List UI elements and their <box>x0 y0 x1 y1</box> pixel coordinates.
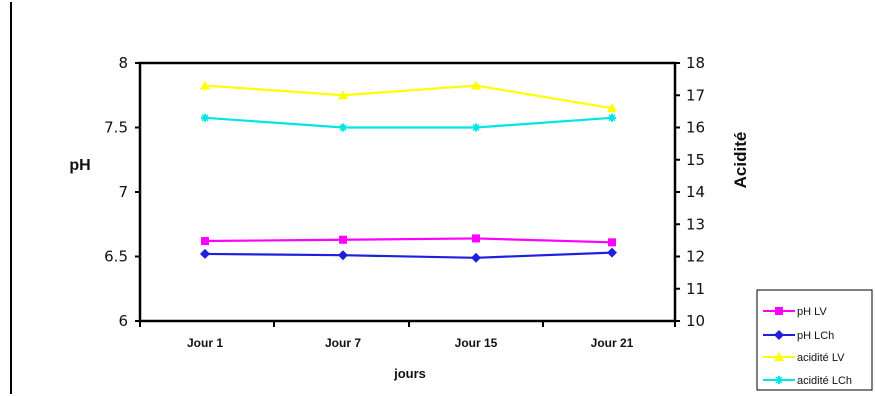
series-line <box>204 116 613 129</box>
series-layer <box>200 80 617 263</box>
legend-label: acidité LCh <box>797 375 852 387</box>
right-tick-label: 18 <box>686 54 705 72</box>
series-line <box>204 237 613 244</box>
legend-swatch-marker <box>774 352 784 361</box>
left-tick-label: 7 <box>118 183 128 201</box>
data-point <box>201 113 209 122</box>
right-tick-label: 13 <box>686 215 705 233</box>
left-tick-label: 6.5 <box>104 248 128 266</box>
x-tick-label: Jour 15 <box>455 336 498 350</box>
legend-box <box>756 289 873 391</box>
data-point <box>201 237 209 246</box>
legend-swatch-marker <box>775 376 783 384</box>
legend-item: acidité LCh <box>763 375 852 387</box>
plot-area <box>138 61 677 323</box>
left-tick-label: 8 <box>118 54 128 72</box>
data-point <box>471 252 481 263</box>
data-point <box>608 113 616 122</box>
data-point <box>608 238 616 247</box>
data-point <box>339 123 347 132</box>
x-axis-title: jours <box>393 366 426 381</box>
data-point <box>471 80 481 90</box>
data-point <box>200 248 210 259</box>
data-point <box>607 247 617 258</box>
right-tick-label: 17 <box>686 86 705 104</box>
left-axis: 6 6.5 7 7.5 8 <box>104 54 140 330</box>
data-point <box>339 235 347 244</box>
data-point <box>338 250 348 261</box>
series-line <box>204 251 613 259</box>
legend-swatch-marker <box>775 307 783 315</box>
legend-item: pH LCh <box>763 330 834 342</box>
data-point <box>472 234 480 243</box>
legend-item: acidité LV <box>763 352 845 364</box>
right-tick-label: 12 <box>686 248 705 266</box>
data-point <box>200 80 210 90</box>
x-tick-label: Jour 1 <box>187 336 223 350</box>
data-point <box>472 123 480 132</box>
right-axis-title: Acidité <box>731 132 750 189</box>
legend-item: pH LV <box>763 306 827 318</box>
left-tick-label: 6 <box>118 312 128 330</box>
series-line <box>204 84 613 110</box>
right-tick-label: 11 <box>686 280 705 298</box>
data-point <box>338 90 348 100</box>
legend-label: pH LV <box>797 306 827 318</box>
legend-label: acidité LV <box>797 352 845 364</box>
right-tick-label: 14 <box>686 183 705 201</box>
x-tick-label: Jour 7 <box>325 336 361 350</box>
legend-label: pH LCh <box>797 330 834 342</box>
x-tick-label: Jour 21 <box>591 336 634 350</box>
right-tick-label: 15 <box>686 151 705 169</box>
right-tick-label: 10 <box>686 312 705 330</box>
left-tick-label: 7.5 <box>104 119 128 137</box>
data-point <box>607 103 617 113</box>
right-axis: 10 11 12 13 14 15 16 17 18 <box>675 54 705 330</box>
left-axis-title: pH <box>69 157 90 174</box>
x-axis: Jour 1 Jour 7 Jour 15 Jour 21 <box>139 321 676 350</box>
legend: pH LV pH LCh acidité LV acidité LCh <box>756 289 873 391</box>
legend-swatch-marker <box>774 330 784 340</box>
right-tick-label: 16 <box>686 119 705 137</box>
